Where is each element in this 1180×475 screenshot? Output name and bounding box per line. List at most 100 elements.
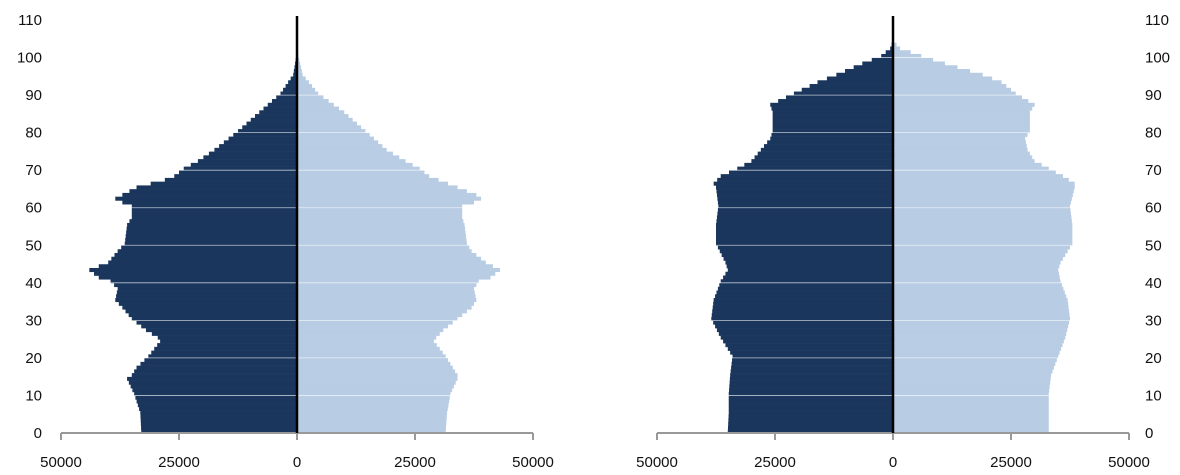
pyramid-panel-1: 50000 25000 0 25000 50000 0 10 20 30 40 50 60 70 80 90…	[17, 12, 554, 471]
y-tick-label: 100	[1145, 50, 1170, 67]
bar-right-age-56	[297, 219, 464, 224]
bar-left-age-69	[728, 170, 893, 175]
bar-left-age-17	[731, 365, 893, 370]
bar-right-age-11	[297, 388, 453, 393]
bar-left-age-36	[116, 294, 297, 299]
bar-left-age-81	[772, 125, 893, 130]
bar-right-age-95	[297, 72, 303, 77]
bar-right-age-31	[893, 313, 1070, 318]
bar-right-age-71	[893, 162, 1042, 167]
bar-right-age-66	[297, 181, 449, 186]
bar-right-age-13	[297, 380, 456, 385]
y-tick-label: 60	[1145, 200, 1162, 217]
bar-right-age-80	[297, 129, 366, 134]
bar-right-age-94	[893, 76, 993, 81]
y-tick-label: 50	[25, 237, 42, 254]
bar-right-age-75	[297, 147, 387, 152]
bar-left-age-94	[290, 76, 297, 81]
bar-right-age-48	[297, 249, 472, 254]
bar-right-age-91	[297, 87, 316, 92]
y-tick-label: 10	[1145, 387, 1162, 404]
y-tick-label: 10	[25, 387, 42, 404]
bar-left-age-34	[713, 301, 893, 306]
bar-right-age-97	[297, 65, 301, 70]
bar-right-age-79	[297, 132, 370, 137]
bar-left-age-78	[770, 136, 893, 141]
pyramid-panel-2: 50000 25000 0 25000 50000 0 10 20 30 40 50 60 70 80 90…	[636, 12, 1170, 471]
bar-right-age-14	[893, 376, 1051, 381]
bar-right-age-57	[893, 215, 1072, 220]
bar-left-age-82	[772, 121, 893, 126]
bar-right-age-52	[297, 234, 466, 239]
bar-right-age-10	[297, 391, 451, 396]
bar-right-age-20	[297, 354, 446, 359]
bar-right-age-32	[297, 309, 467, 314]
bar-left-age-80	[772, 129, 893, 134]
bar-right-age-38	[893, 286, 1064, 291]
bar-left-age-48	[117, 249, 297, 254]
bar-right-age-96	[297, 69, 302, 74]
bar-left-age-88	[271, 99, 297, 104]
bar-left-age-49	[121, 245, 298, 250]
bar-left-age-41	[723, 275, 893, 280]
bar-left-age-46	[111, 256, 297, 261]
bar-left-age-52	[716, 234, 893, 239]
bar-left-age-27	[716, 328, 893, 333]
bar-right-age-5	[893, 410, 1049, 415]
bar-left-age-65	[136, 185, 297, 190]
bar-left-age-58	[717, 211, 893, 216]
bar-left-age-78	[228, 136, 297, 141]
bar-left-age-19	[732, 358, 893, 363]
bar-left-age-97	[853, 65, 893, 70]
bar-right-age-15	[297, 373, 458, 378]
x-tick-label: 50000	[636, 454, 678, 471]
bar-left-age-31	[128, 313, 297, 318]
bar-left-age-51	[716, 237, 893, 243]
bar-right-age-46	[893, 256, 1063, 261]
bar-right-age-3	[893, 418, 1049, 423]
bar-right-age-22	[893, 346, 1062, 351]
bar-right-age-98	[297, 61, 301, 66]
bar-left-age-24	[723, 339, 893, 344]
bar-left-age-4	[728, 414, 893, 419]
y-tick-label: 20	[1145, 350, 1162, 367]
bar-right-age-89	[893, 95, 1023, 100]
bar-right-age-17	[297, 365, 453, 370]
bar-right-age-87	[893, 102, 1035, 107]
bar-left-age-100	[881, 53, 893, 59]
bar-right-age-33	[297, 305, 472, 310]
bar-left-age-39	[719, 283, 893, 288]
bar-left-age-83	[772, 117, 893, 122]
bar-right-age-53	[297, 230, 466, 235]
bar-left-age-77	[223, 140, 297, 145]
bar-right-age-72	[297, 159, 406, 164]
bar-left-age-82	[246, 121, 297, 126]
bar-left-age-15	[131, 373, 297, 378]
y-tick-label: 60	[25, 200, 42, 217]
bar-right-age-24	[297, 339, 434, 344]
bar-right-age-41	[893, 275, 1060, 280]
bar-right-age-82	[297, 121, 357, 126]
bar-right-age-0	[893, 429, 1049, 434]
bar-left-age-14	[127, 376, 297, 381]
bar-left-age-51	[125, 237, 297, 243]
bar-left-age-23	[725, 343, 893, 348]
bar-right-age-7	[893, 403, 1049, 408]
bar-right-age-17	[893, 365, 1054, 370]
bar-right-age-100	[893, 53, 922, 59]
bar-right-age-30	[893, 316, 1070, 321]
bar-left-age-43	[89, 268, 297, 273]
bar-right-age-82	[893, 121, 1030, 126]
bar-left-age-18	[731, 361, 893, 366]
bar-left-age-29	[136, 320, 297, 325]
bar-left-age-50	[124, 241, 297, 246]
bar-right-age-96	[893, 69, 971, 74]
bar-right-age-16	[893, 369, 1053, 374]
bar-left-age-45	[725, 260, 893, 265]
bar-right-age-5	[297, 410, 448, 415]
y-tick-label: 40	[1145, 275, 1162, 292]
bar-right-age-6	[893, 406, 1049, 411]
bar-right-age-58	[297, 211, 463, 216]
bar-left-age-12	[130, 384, 297, 389]
x-tick-label: 50000	[1108, 454, 1150, 471]
